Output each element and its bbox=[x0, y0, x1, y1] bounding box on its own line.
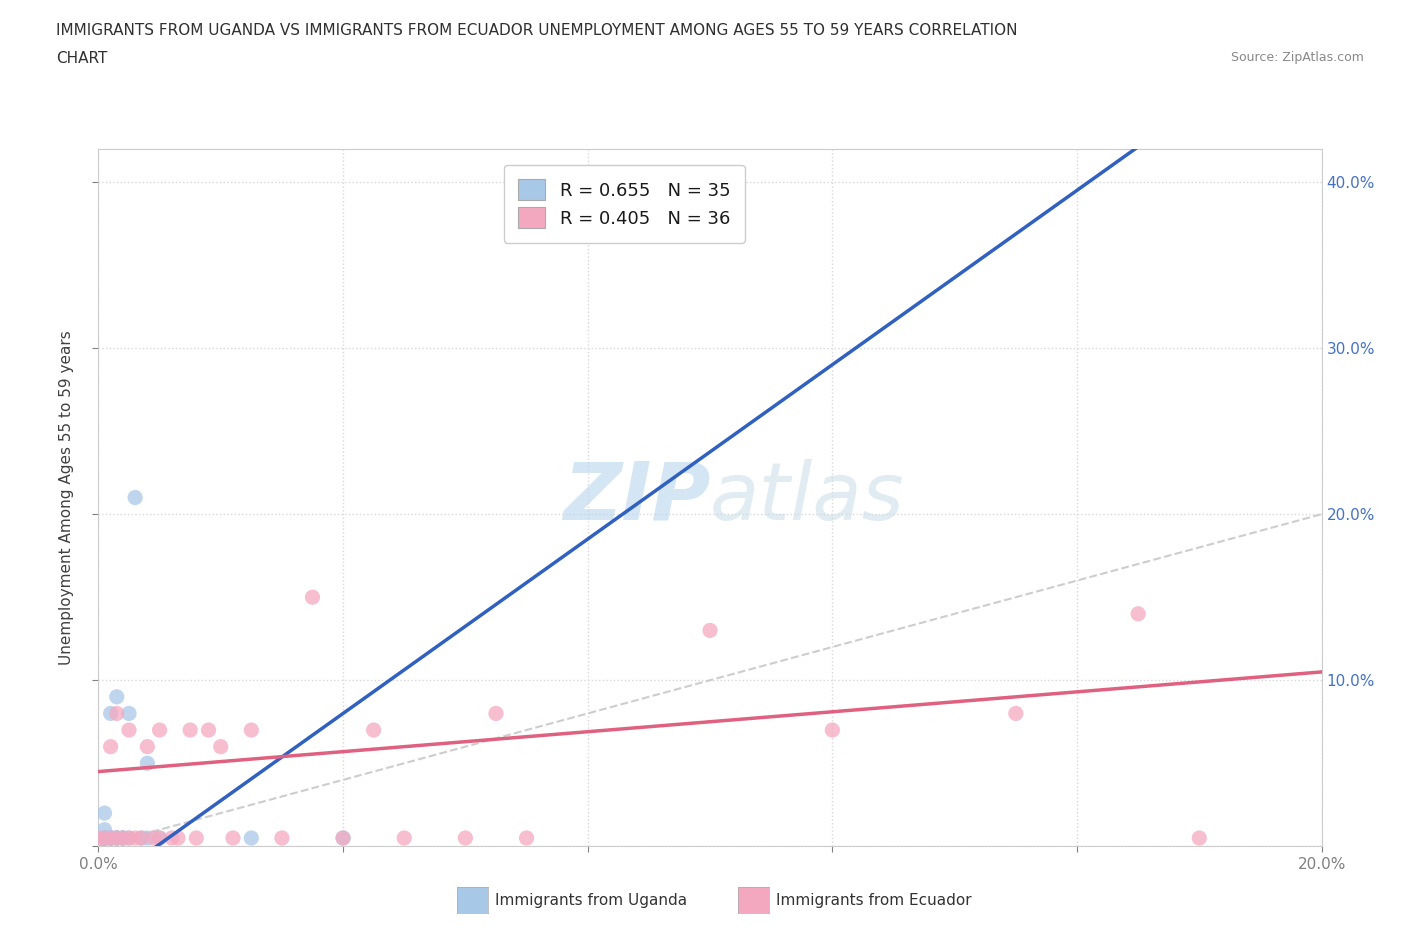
Point bbox=[124, 490, 146, 505]
Point bbox=[118, 706, 141, 721]
Point bbox=[93, 805, 115, 820]
Point bbox=[222, 830, 245, 845]
Text: Immigrants from Uganda: Immigrants from Uganda bbox=[495, 893, 688, 908]
Point bbox=[167, 830, 190, 845]
Point bbox=[129, 830, 152, 845]
Point bbox=[100, 830, 122, 845]
Point bbox=[100, 830, 122, 845]
Point bbox=[363, 723, 385, 737]
Point bbox=[105, 830, 128, 845]
Point bbox=[100, 706, 122, 721]
Text: atlas: atlas bbox=[710, 458, 905, 537]
Point bbox=[129, 830, 152, 845]
Point bbox=[100, 830, 122, 845]
Point bbox=[179, 723, 201, 737]
Point bbox=[111, 830, 134, 845]
Point bbox=[100, 830, 122, 845]
Point bbox=[240, 830, 263, 845]
Point bbox=[93, 830, 115, 845]
Point bbox=[301, 590, 323, 604]
Point bbox=[93, 830, 115, 845]
Point bbox=[1128, 606, 1150, 621]
Point bbox=[149, 723, 172, 737]
Point bbox=[516, 830, 538, 845]
Point bbox=[149, 830, 172, 845]
Point bbox=[105, 706, 128, 721]
Point bbox=[105, 830, 128, 845]
Point bbox=[105, 689, 128, 704]
Point bbox=[100, 830, 122, 845]
Point bbox=[93, 830, 115, 845]
Point bbox=[93, 830, 115, 845]
Point bbox=[111, 830, 134, 845]
Point bbox=[93, 830, 115, 845]
Text: ZIP: ZIP bbox=[562, 458, 710, 537]
Point bbox=[1004, 706, 1026, 721]
Point bbox=[118, 723, 141, 737]
Text: IMMIGRANTS FROM UGANDA VS IMMIGRANTS FROM ECUADOR UNEMPLOYMENT AMONG AGES 55 TO : IMMIGRANTS FROM UGANDA VS IMMIGRANTS FRO… bbox=[56, 23, 1018, 38]
Point bbox=[111, 830, 134, 845]
Text: Immigrants from Ecuador: Immigrants from Ecuador bbox=[776, 893, 972, 908]
Point bbox=[392, 830, 416, 845]
Point bbox=[124, 830, 146, 845]
Point bbox=[100, 830, 122, 845]
Text: CHART: CHART bbox=[56, 51, 108, 66]
Point bbox=[332, 830, 354, 845]
Point bbox=[699, 623, 721, 638]
Point bbox=[105, 830, 128, 845]
Point bbox=[118, 830, 141, 845]
Point bbox=[209, 739, 232, 754]
Point bbox=[136, 830, 159, 845]
Point bbox=[240, 723, 263, 737]
Point bbox=[93, 830, 115, 845]
Point bbox=[100, 830, 122, 845]
Point bbox=[87, 830, 110, 845]
Point bbox=[136, 756, 159, 771]
Point bbox=[160, 830, 183, 845]
Point bbox=[105, 830, 128, 845]
Point bbox=[100, 739, 122, 754]
Point bbox=[93, 830, 115, 845]
Point bbox=[197, 723, 219, 737]
Point bbox=[149, 830, 172, 845]
Point bbox=[100, 830, 122, 845]
Point bbox=[93, 830, 115, 845]
Point bbox=[485, 706, 508, 721]
Legend: R = 0.655   N = 35, R = 0.405   N = 36: R = 0.655 N = 35, R = 0.405 N = 36 bbox=[503, 165, 745, 243]
Point bbox=[105, 830, 128, 845]
Text: Source: ZipAtlas.com: Source: ZipAtlas.com bbox=[1230, 51, 1364, 64]
Point bbox=[136, 739, 159, 754]
Point bbox=[93, 822, 115, 837]
Point bbox=[118, 830, 141, 845]
Point bbox=[821, 723, 844, 737]
Point bbox=[111, 830, 134, 845]
Point bbox=[332, 830, 354, 845]
Point bbox=[270, 830, 292, 845]
Point bbox=[93, 830, 115, 845]
Point bbox=[1188, 830, 1211, 845]
Y-axis label: Unemployment Among Ages 55 to 59 years: Unemployment Among Ages 55 to 59 years bbox=[59, 330, 75, 665]
Point bbox=[454, 830, 477, 845]
Point bbox=[142, 830, 165, 845]
Point bbox=[186, 830, 208, 845]
